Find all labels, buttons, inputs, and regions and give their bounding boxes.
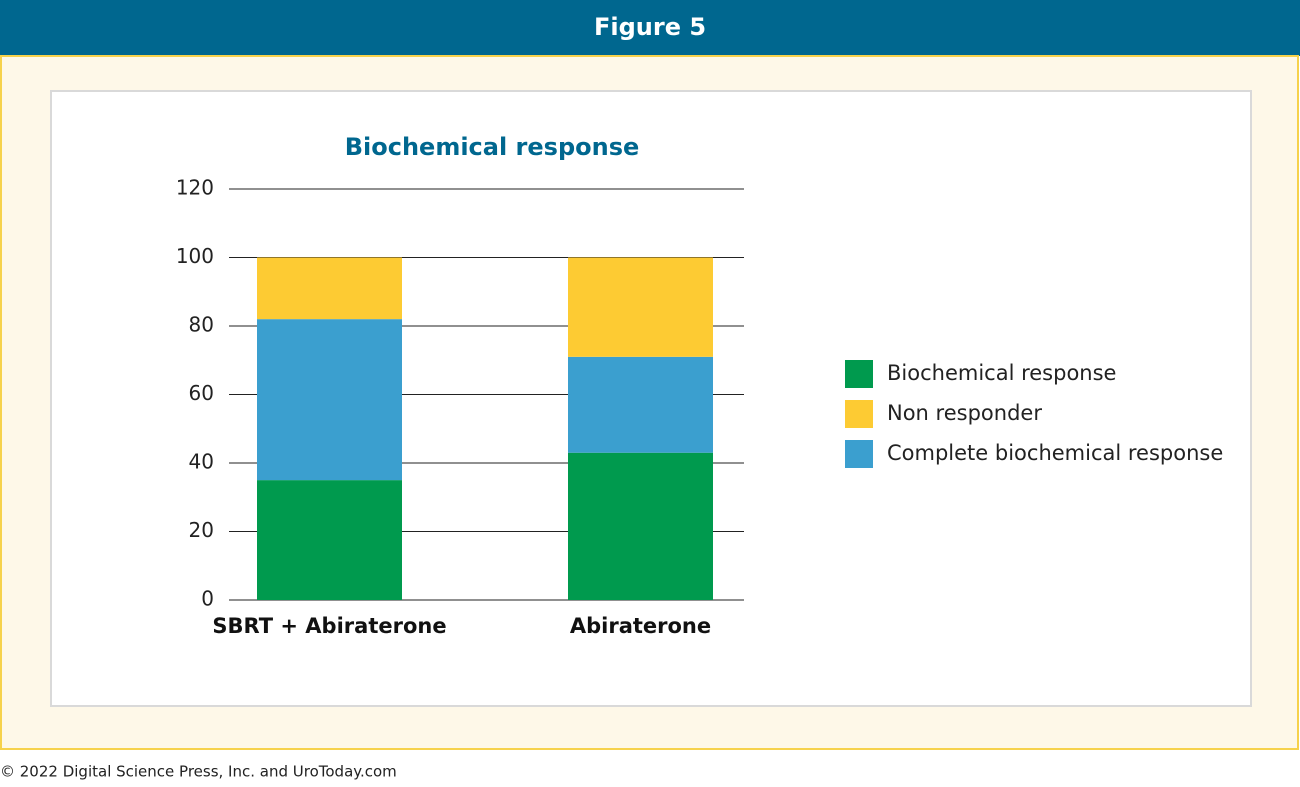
chart-title: Biochemical response [345, 133, 640, 161]
y-tick-label: 40 [189, 450, 214, 474]
bar-segment [568, 257, 713, 357]
y-tick-label: 100 [176, 244, 214, 268]
y-tick-label: 80 [189, 313, 214, 337]
y-tick-label: 120 [176, 176, 214, 200]
bar-segment [257, 480, 402, 600]
y-tick-label: 60 [189, 381, 214, 405]
x-tick-label: Abiraterone [570, 614, 711, 638]
header-title: Figure 5 [594, 13, 706, 41]
bar-segment [257, 319, 402, 481]
legend-swatch [845, 440, 873, 468]
x-tick-label: SBRT + Abiraterone [212, 614, 446, 638]
y-tick-label: 0 [201, 587, 214, 611]
header-bar [0, 0, 1300, 56]
bar-segment [568, 356, 713, 453]
bar-segment [568, 452, 713, 600]
legend-label: Biochemical response [887, 361, 1116, 385]
footer: © 2022 Digital Science Press, Inc. and U… [0, 763, 397, 781]
legend-swatch [845, 400, 873, 428]
y-tick-label: 20 [189, 518, 214, 542]
bar-segment [257, 257, 402, 320]
legend-swatch [845, 360, 873, 388]
legend-label: Complete biochemical response [887, 441, 1223, 465]
legend-label: Non responder [887, 401, 1042, 425]
